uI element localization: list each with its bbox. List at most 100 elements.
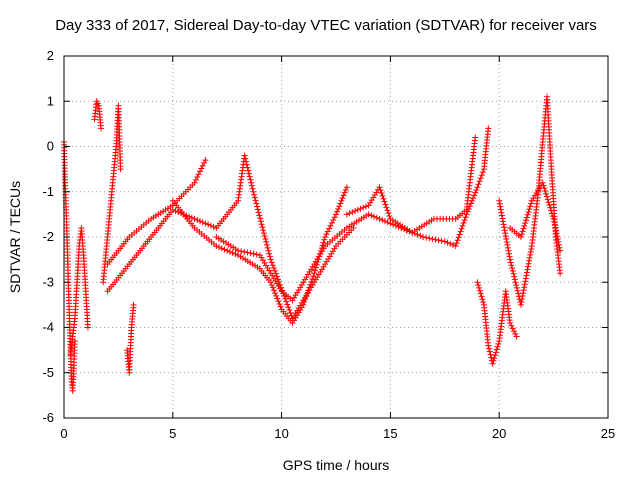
data-point xyxy=(248,179,255,186)
data-point xyxy=(485,342,492,349)
data-point xyxy=(492,352,499,359)
data-point xyxy=(490,357,497,364)
data-point xyxy=(303,293,310,300)
data-point xyxy=(456,231,463,238)
series-sat-c xyxy=(91,98,104,132)
data-point xyxy=(235,247,242,254)
data-point xyxy=(528,200,535,207)
x-tick-label: 15 xyxy=(383,426,397,441)
data-point xyxy=(251,191,258,198)
data-point xyxy=(543,193,550,200)
data-point xyxy=(549,213,556,220)
data-point xyxy=(462,214,469,221)
data-point xyxy=(487,351,494,358)
y-tick-label: -6 xyxy=(42,410,54,425)
data-point xyxy=(508,322,515,329)
data-point xyxy=(525,263,532,270)
data-point xyxy=(256,212,263,219)
data-point xyxy=(323,231,330,238)
data-point xyxy=(258,221,265,228)
data-point xyxy=(499,215,506,222)
y-axis-label: SDTVAR / TECUs xyxy=(7,181,23,293)
data-point xyxy=(253,251,260,258)
data-point xyxy=(500,221,507,228)
data-point xyxy=(354,206,361,213)
data-point xyxy=(221,246,228,253)
data-point xyxy=(501,224,508,231)
data-points xyxy=(61,93,564,394)
data-point xyxy=(334,208,341,215)
data-point xyxy=(216,244,223,251)
data-point xyxy=(268,259,275,266)
data-point xyxy=(380,195,387,202)
data-point xyxy=(275,298,282,305)
data-point xyxy=(519,293,526,300)
series-sat-g xyxy=(104,152,357,322)
data-point xyxy=(512,279,519,286)
x-tick-label: 25 xyxy=(601,426,615,441)
x-tick-label: 5 xyxy=(169,426,176,441)
data-point xyxy=(198,165,205,172)
data-point xyxy=(286,307,293,314)
data-point xyxy=(475,282,482,289)
data-point xyxy=(507,319,514,326)
data-point xyxy=(551,221,558,228)
data-point xyxy=(338,197,345,204)
data-point xyxy=(426,235,433,242)
data-point xyxy=(300,301,307,308)
data-point xyxy=(467,200,474,207)
data-point xyxy=(202,220,209,227)
data-point xyxy=(251,194,258,201)
data-point xyxy=(277,303,284,310)
data-point xyxy=(362,203,369,210)
data-point xyxy=(514,287,521,294)
data-point xyxy=(327,222,334,229)
data-point xyxy=(264,244,271,251)
data-point xyxy=(321,236,328,243)
data-point xyxy=(268,281,275,288)
data-point xyxy=(266,253,273,260)
data-point xyxy=(202,157,209,164)
series-sat-d xyxy=(100,102,124,286)
x-axis-label: GPS time / hours xyxy=(283,457,390,473)
data-point xyxy=(511,273,518,280)
x-tick-label: 20 xyxy=(492,426,506,441)
data-point xyxy=(304,290,311,297)
data-point xyxy=(420,234,427,240)
data-point xyxy=(523,272,530,279)
data-point xyxy=(379,217,386,224)
data-point xyxy=(501,227,508,234)
data-point xyxy=(243,158,250,165)
data-point xyxy=(466,203,473,210)
data-point xyxy=(283,298,290,305)
data-point xyxy=(423,234,430,241)
data-point xyxy=(539,179,546,186)
data-point xyxy=(503,238,510,245)
data-point xyxy=(543,190,550,197)
data-point xyxy=(339,195,346,202)
data-point xyxy=(312,264,319,271)
data-point xyxy=(550,215,557,222)
data-point xyxy=(191,215,198,222)
data-point xyxy=(381,218,388,225)
data-point xyxy=(177,210,184,217)
data-point xyxy=(557,247,564,254)
data-point xyxy=(478,293,485,300)
data-point xyxy=(265,247,272,254)
data-point xyxy=(302,296,309,303)
chart-title: Day 333 of 2017, Sidereal Day-to-day VTE… xyxy=(55,17,597,34)
data-point xyxy=(257,218,264,225)
data-point xyxy=(476,284,483,291)
data-point xyxy=(250,250,257,257)
data-point xyxy=(546,201,553,208)
data-point xyxy=(244,164,251,171)
y-tick-label: 0 xyxy=(47,139,54,154)
data-point xyxy=(368,212,375,219)
data-point xyxy=(201,159,208,166)
data-point xyxy=(545,199,552,206)
data-point xyxy=(508,262,515,269)
data-point xyxy=(453,240,460,247)
data-point xyxy=(273,273,280,280)
data-point xyxy=(523,214,530,221)
data-point xyxy=(401,226,407,233)
